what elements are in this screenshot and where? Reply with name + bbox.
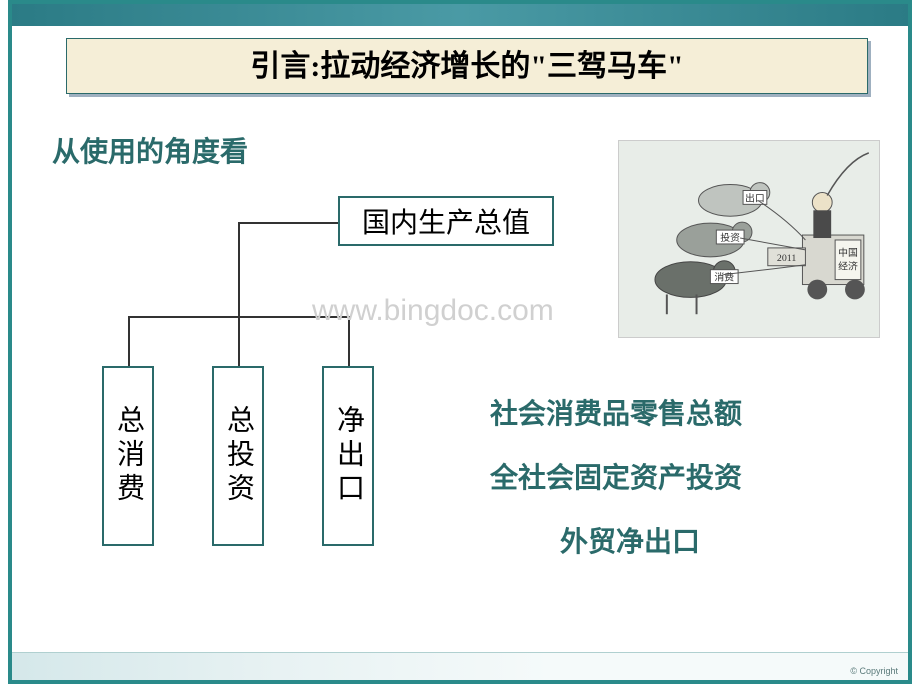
connector-root-left xyxy=(238,222,338,224)
horse2-label: 投资 xyxy=(720,231,740,244)
right-text-0: 社会消费品零售总额 xyxy=(490,392,742,432)
bottom-copyright: © Copyright xyxy=(850,666,898,676)
right-text-2-label: 外贸净出口 xyxy=(560,527,700,558)
connector-trunk xyxy=(238,222,240,316)
gdp-root-text: 国内生产总值 xyxy=(362,201,530,241)
title-text: 引言:拉动经济增长的"三驾马车" xyxy=(250,50,683,83)
subtitle-text: 从使用的角度看 xyxy=(52,137,248,168)
cart-label-1: 中国 xyxy=(838,246,858,259)
child-text-0: 总消费 xyxy=(108,405,148,507)
right-text-0-label: 社会消费品零售总额 xyxy=(490,399,742,430)
slide-frame: 引言:拉动经济增长的"三驾马车" 从使用的角度看 国内生产总值 总消费 总投资 … xyxy=(8,0,912,684)
gdp-root-box: 国内生产总值 xyxy=(338,196,554,246)
horse1-label: 出口 xyxy=(745,191,765,204)
carriage-illustration: 中国 经济 2011 出口 投资 xyxy=(618,140,880,338)
child-box-0: 总消费 xyxy=(102,366,154,546)
connector-drop-0 xyxy=(128,316,130,366)
horse3-label: 消费 xyxy=(714,271,734,284)
year-label: 2011 xyxy=(777,253,796,264)
child-box-1: 总投资 xyxy=(212,366,264,546)
top-strip xyxy=(12,4,908,26)
right-text-2: 外贸净出口 xyxy=(560,520,700,560)
carriage-svg: 中国 经济 2011 出口 投资 xyxy=(619,141,879,337)
right-text-1: 全社会固定资产投资 xyxy=(490,456,742,496)
cart-label-2: 经济 xyxy=(838,260,858,273)
child-box-2: 净出口 xyxy=(322,366,374,546)
child-text-2: 净出口 xyxy=(328,405,368,507)
bottom-strip: © Copyright xyxy=(12,652,908,680)
connector-drop-2 xyxy=(348,316,350,366)
right-text-1-label: 全社会固定资产投资 xyxy=(490,463,742,494)
child-text-1: 总投资 xyxy=(218,405,258,507)
subtitle: 从使用的角度看 xyxy=(52,130,248,170)
connector-drop-1 xyxy=(238,316,240,366)
title-box: 引言:拉动经济增长的"三驾马车" xyxy=(66,38,868,94)
